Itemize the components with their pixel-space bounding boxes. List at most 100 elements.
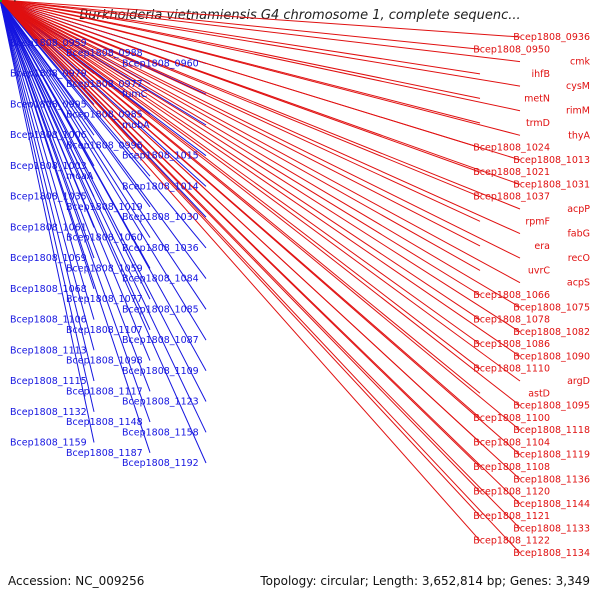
gene-label[interactable]: cmk bbox=[570, 57, 590, 68]
gene-label[interactable]: Bcep1808_1087 bbox=[122, 335, 199, 346]
gene-label[interactable]: Bcep1808_1136 bbox=[513, 474, 590, 485]
gene-label[interactable]: Bcep1808_1013 bbox=[513, 155, 590, 166]
gene-label[interactable]: Bcep1808_1075 bbox=[513, 302, 590, 313]
gene-label[interactable]: Bcep1808_1108 bbox=[473, 462, 550, 473]
gene-label[interactable]: Bcep1808_1104 bbox=[473, 437, 550, 448]
gene-label[interactable]: Bcep1808_0995 bbox=[10, 100, 87, 111]
gene-label[interactable]: Bcep1808_1122 bbox=[473, 536, 550, 547]
gene-label[interactable]: Bcep1808_1031 bbox=[513, 179, 590, 190]
gene-label[interactable]: mobA bbox=[122, 120, 150, 131]
gene-label[interactable]: Bcep1808_1107 bbox=[66, 325, 143, 336]
gene-label[interactable]: Bcep1808_0936 bbox=[513, 32, 590, 43]
gene-label[interactable]: argD bbox=[567, 376, 590, 387]
gene-label[interactable]: Bcep1808_1090 bbox=[513, 351, 590, 362]
gene-label[interactable]: Bcep1808_1113 bbox=[10, 345, 87, 356]
gene-label[interactable]: Bcep1808_0977 bbox=[66, 79, 143, 90]
gene-label[interactable]: Bcep1808_0985 bbox=[66, 110, 143, 121]
gene-label[interactable]: moaA bbox=[66, 171, 94, 182]
gene-label[interactable]: Bcep1808_1059 bbox=[66, 263, 143, 274]
gene-label[interactable]: Bcep1808_1021 bbox=[473, 167, 550, 178]
tick-label: 1100 kbp bbox=[0, 0, 19, 2]
gene-label[interactable]: Bcep1808_1123 bbox=[122, 397, 199, 408]
gene-label[interactable]: Bcep1808_1084 bbox=[122, 274, 199, 285]
connector-line bbox=[0, 0, 521, 554]
gene-label[interactable]: Bcep1808_1037 bbox=[473, 192, 550, 203]
gene-label[interactable]: Bcep1808_1148 bbox=[66, 417, 143, 428]
gene-label[interactable]: Bcep1808_1121 bbox=[473, 511, 550, 522]
gene-label[interactable]: Bcep1808_1134 bbox=[513, 548, 590, 559]
connector-line bbox=[0, 0, 481, 542]
gene-label[interactable]: acpS bbox=[567, 278, 590, 289]
gene-label[interactable]: astD bbox=[528, 388, 550, 399]
gene-label[interactable]: Bcep1808_1133 bbox=[513, 523, 590, 534]
gene-label[interactable]: Bcep1808_1119 bbox=[513, 450, 590, 461]
gene-label[interactable]: Bcep1808_0988 bbox=[66, 48, 143, 59]
gene-label[interactable]: Bcep1808_1035 bbox=[10, 192, 87, 203]
gene-label[interactable]: thyA bbox=[568, 130, 590, 141]
gene-label[interactable]: Bcep1808_0950 bbox=[473, 44, 550, 55]
connector-line bbox=[0, 0, 481, 222]
gene-label[interactable]: Bcep1808_0979 bbox=[10, 69, 87, 80]
gene-label[interactable]: Bcep1808_1117 bbox=[66, 386, 143, 397]
gene-label[interactable]: rimM bbox=[566, 106, 590, 117]
gene-label[interactable]: acpP bbox=[567, 204, 590, 215]
connector-line bbox=[0, 0, 207, 433]
gene-label[interactable]: Bcep1808_1066 bbox=[473, 290, 550, 301]
connector-line bbox=[0, 0, 481, 271]
gene-label[interactable]: metN bbox=[524, 93, 550, 104]
gene-label[interactable]: Bcep1808_1120 bbox=[473, 487, 550, 498]
gene-label[interactable]: fabG bbox=[567, 229, 590, 240]
gene-label[interactable]: Bcep1808_1192 bbox=[122, 458, 199, 469]
gene-label[interactable]: Bcep1808_1085 bbox=[122, 304, 199, 315]
gene-label[interactable]: recO bbox=[568, 253, 590, 264]
connector-line bbox=[0, 0, 95, 412]
gene-label[interactable]: Bcep1808_1187 bbox=[66, 448, 143, 459]
gene-label[interactable]: Bcep1808_1006 bbox=[10, 130, 87, 141]
gene-label[interactable]: Bcep1808_0996 bbox=[66, 140, 143, 151]
gene-label[interactable]: Bcep1808_1144 bbox=[513, 499, 590, 510]
gene-label[interactable]: Bcep1808_1082 bbox=[513, 327, 590, 338]
gene-label[interactable]: Bcep1808_1078 bbox=[473, 315, 550, 326]
connector-line bbox=[0, 0, 95, 351]
gene-label[interactable]: trmD bbox=[526, 118, 550, 129]
gene-label[interactable]: Bcep1808_1060 bbox=[66, 233, 143, 244]
gene-label[interactable]: Bcep1808_1024 bbox=[473, 143, 550, 154]
gene-label[interactable]: Bcep1808_1098 bbox=[66, 356, 143, 367]
gene-label[interactable]: uvrC bbox=[528, 265, 551, 276]
gene-label[interactable]: Bcep1808_1030 bbox=[122, 212, 199, 223]
gene-label[interactable]: Bcep1808_1019 bbox=[66, 202, 143, 213]
gene-label[interactable]: Bcep1808_1110 bbox=[473, 364, 550, 375]
gene-label[interactable]: Bcep1808_1095 bbox=[513, 401, 590, 412]
gene-label[interactable]: Bcep1808_1061 bbox=[10, 222, 87, 233]
gene-label[interactable]: ihfB bbox=[531, 69, 550, 80]
gene-label[interactable]: Bcep1808_1086 bbox=[473, 339, 550, 350]
gene-label[interactable]: rpmF bbox=[525, 216, 550, 227]
gene-label[interactable]: Bcep1808_1109 bbox=[122, 366, 199, 377]
gene-label[interactable]: Bcep1808_0959 bbox=[10, 38, 87, 49]
connector-line bbox=[0, 0, 521, 259]
gene-label[interactable]: Bcep1808_1132 bbox=[10, 407, 87, 418]
connector-line bbox=[0, 0, 521, 357]
gene-label[interactable]: Bcep1808_1077 bbox=[66, 294, 143, 305]
gene-label[interactable]: Bcep1808_1014 bbox=[122, 181, 199, 192]
gene-label[interactable]: Bcep1808_1100 bbox=[473, 413, 550, 424]
gene-label[interactable]: Bcep1808_1069 bbox=[10, 253, 87, 264]
gene-label[interactable]: Bcep1808_0960 bbox=[122, 59, 199, 70]
gene-label[interactable]: cysM bbox=[566, 81, 590, 92]
gene-label[interactable]: Bcep1808_1015 bbox=[122, 151, 199, 162]
gene-label[interactable]: Bcep1808_1158 bbox=[122, 427, 199, 438]
gene-label[interactable]: Bcep1808_1106 bbox=[10, 315, 87, 326]
gene-label[interactable]: Bcep1808_1159 bbox=[10, 438, 87, 449]
gene-label[interactable]: fumC bbox=[122, 89, 148, 100]
gene-label[interactable]: Bcep1808_1115 bbox=[10, 376, 87, 387]
connector-line bbox=[0, 0, 207, 310]
gene-label[interactable]: era bbox=[534, 241, 550, 252]
gene-label[interactable]: Bcep1808_1003 bbox=[10, 161, 87, 172]
gene-label[interactable]: Bcep1808_1036 bbox=[122, 243, 199, 254]
connector-line bbox=[0, 0, 151, 392]
gene-label[interactable]: Bcep1808_1068 bbox=[10, 284, 87, 295]
gene-label[interactable]: Bcep1808_1118 bbox=[513, 425, 590, 436]
connector-line bbox=[0, 0, 521, 185]
